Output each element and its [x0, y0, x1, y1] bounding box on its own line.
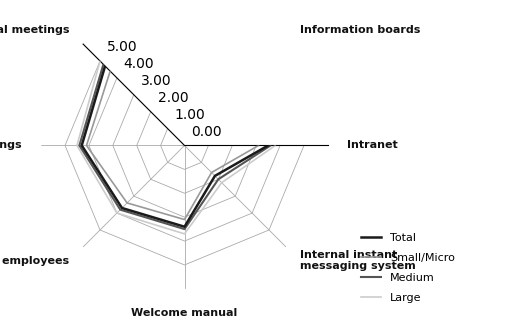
Medium — [181, 227, 187, 231]
Medium — [181, 24, 187, 28]
Small/Micro — [83, 144, 90, 148]
Total — [253, 71, 260, 75]
Small/Micro — [181, 217, 187, 221]
Total — [181, 26, 187, 30]
Medium — [117, 208, 123, 212]
Total — [119, 206, 125, 210]
Medium — [256, 69, 262, 73]
Total — [102, 64, 108, 68]
Total — [265, 144, 271, 148]
Total — [181, 26, 187, 30]
Line: Large: Large — [77, 21, 275, 234]
Medium — [181, 24, 187, 28]
Medium — [76, 144, 82, 148]
Small/Micro — [255, 144, 261, 148]
Line: Medium: Medium — [79, 26, 270, 229]
Line: Small/Micro: Small/Micro — [87, 35, 258, 219]
Large — [181, 232, 187, 236]
Small/Micro — [248, 76, 254, 80]
Large — [114, 211, 120, 215]
Line: Total: Total — [81, 28, 268, 227]
Small/Micro — [208, 171, 214, 174]
Large — [97, 59, 103, 63]
Large — [181, 19, 187, 23]
Legend: Total, Small/Micro, Medium, Large: Total, Small/Micro, Medium, Large — [356, 229, 458, 308]
Total — [181, 225, 187, 229]
Large — [272, 144, 278, 148]
Small/Micro — [181, 33, 187, 37]
Medium — [100, 62, 106, 66]
Total — [211, 174, 217, 178]
Medium — [267, 144, 273, 148]
Total — [78, 144, 84, 148]
Large — [259, 66, 265, 70]
Large — [181, 19, 187, 23]
Small/Micro — [124, 201, 130, 205]
Medium — [215, 177, 221, 181]
Small/Micro — [107, 69, 113, 73]
Small/Micro — [181, 33, 187, 37]
Large — [218, 181, 224, 185]
Large — [74, 144, 80, 148]
